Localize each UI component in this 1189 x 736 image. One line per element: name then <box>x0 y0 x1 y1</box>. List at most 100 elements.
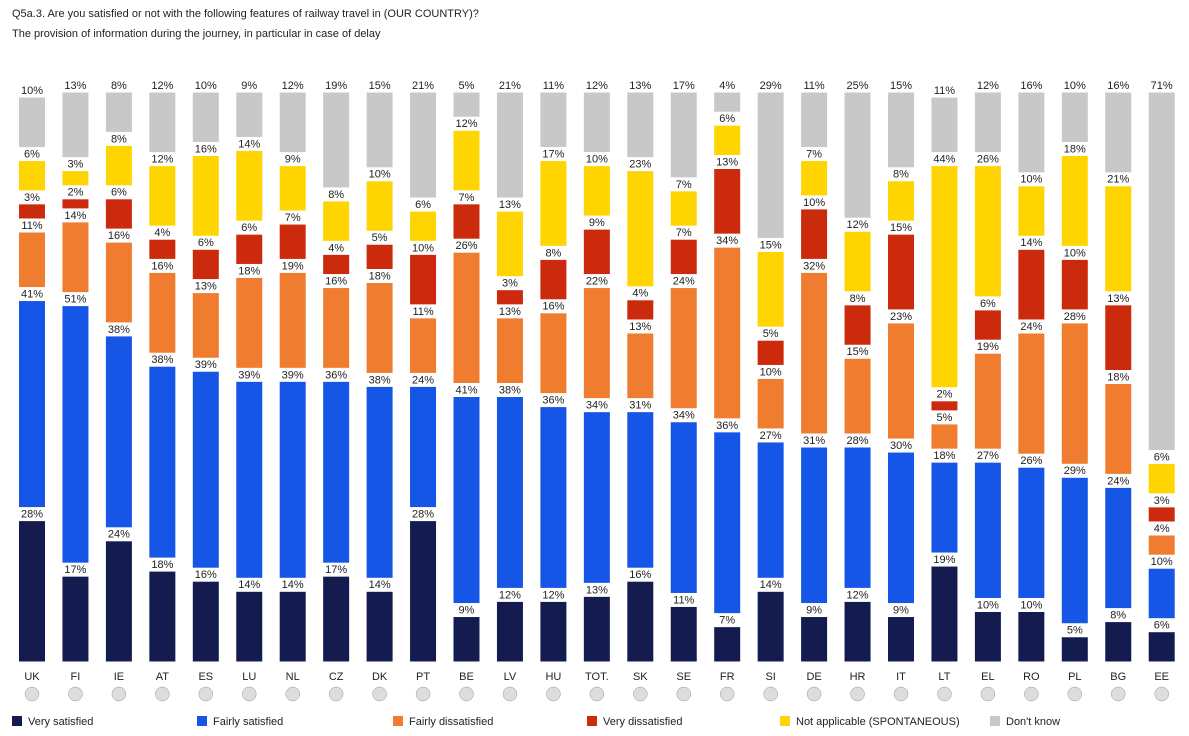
value-label: 21% <box>1107 174 1129 186</box>
bar-segment <box>365 180 394 232</box>
bar-segment <box>191 155 220 237</box>
bar-segment <box>1060 258 1089 311</box>
bar-segment <box>669 238 698 276</box>
bar-segment <box>1017 611 1046 663</box>
bar-segment <box>452 251 481 384</box>
flag <box>1154 686 1169 702</box>
bar-segment <box>756 441 785 579</box>
bar-segment <box>235 380 264 579</box>
value-label: 18% <box>1064 143 1086 155</box>
bar-segment <box>930 461 959 554</box>
value-label: 8% <box>1110 610 1126 622</box>
value-label: 10% <box>1020 174 1042 186</box>
value-label: 17% <box>325 564 347 576</box>
bar-segment <box>1147 534 1176 556</box>
bar-segment <box>409 91 438 199</box>
value-label: 4% <box>632 288 648 300</box>
bar-segment <box>930 400 959 412</box>
bar-segment <box>365 590 394 663</box>
value-label: 18% <box>151 559 173 571</box>
flag <box>806 686 822 702</box>
bar-segment <box>61 91 90 159</box>
legend-label: Very satisfied <box>28 716 93 728</box>
value-label: 9% <box>241 80 257 92</box>
bar-segment <box>322 380 351 564</box>
value-label: 13% <box>64 80 86 92</box>
flag <box>68 686 83 702</box>
bar-segment <box>1104 383 1133 475</box>
value-label: 7% <box>806 148 822 160</box>
x-tick-label: TOT. <box>585 671 609 683</box>
bar-segment <box>61 198 90 210</box>
x-tick-label: FR <box>720 671 735 683</box>
legend-swatch <box>12 716 22 726</box>
bar-segment <box>887 180 915 222</box>
bar-segment <box>1147 91 1176 452</box>
bar-segment <box>18 160 46 192</box>
value-label: 5% <box>763 328 779 340</box>
flag <box>502 686 518 702</box>
x-tick-label: BG <box>1110 671 1126 683</box>
value-label: 3% <box>1154 495 1170 507</box>
flag <box>676 686 691 702</box>
bar-segment <box>1017 185 1046 237</box>
bar-segment <box>1060 636 1089 663</box>
value-label: 11% <box>21 220 42 232</box>
bar-segment <box>973 352 1002 450</box>
value-label: 10% <box>369 169 391 181</box>
value-label: 18% <box>1107 371 1129 383</box>
bar-segment <box>1017 466 1046 600</box>
x-tick-label: PT <box>416 671 430 683</box>
value-label: 3% <box>502 278 518 290</box>
value-label: 10% <box>1151 556 1173 568</box>
value-label: 16% <box>195 143 217 155</box>
bar-segment <box>669 91 698 179</box>
bar-segment <box>18 231 46 289</box>
bar-segment <box>148 91 177 154</box>
flag <box>198 686 214 702</box>
value-label: 14% <box>760 579 782 591</box>
value-label: 13% <box>1107 293 1129 305</box>
bar-segment <box>800 446 829 605</box>
legend-label: Very dissatisfied <box>603 716 682 728</box>
value-label: 14% <box>1020 237 1042 249</box>
bar-segment <box>148 570 177 663</box>
bar-segment <box>756 377 785 430</box>
value-label: 10% <box>977 599 999 611</box>
value-label: 12% <box>542 589 564 601</box>
x-tick-label: SK <box>633 671 648 683</box>
x-tick-label: HR <box>850 671 866 683</box>
value-label: 38% <box>108 324 130 336</box>
flag <box>1024 686 1039 702</box>
value-label: 7% <box>676 227 692 239</box>
value-label: 12% <box>151 80 173 92</box>
value-label: 44% <box>933 154 955 166</box>
value-label: 13% <box>499 199 521 211</box>
x-tick-label: IT <box>896 671 906 683</box>
value-label: 13% <box>195 281 217 293</box>
flag <box>24 686 40 702</box>
value-label: 9% <box>589 217 605 229</box>
bar-segment <box>973 309 1002 341</box>
legend-swatch <box>197 716 207 726</box>
bar-segment <box>973 611 1002 663</box>
bar-segment <box>756 339 785 366</box>
bar-segment <box>887 322 915 440</box>
value-label: 2% <box>936 389 952 401</box>
flag <box>328 686 344 702</box>
bar-segment <box>973 461 1002 599</box>
x-tick-label: IE <box>114 671 124 683</box>
value-label: 11% <box>412 306 433 318</box>
bar-segment <box>191 580 220 663</box>
bar-segment <box>582 287 611 400</box>
bar-segment <box>1104 304 1133 372</box>
value-label: 15% <box>847 346 869 358</box>
bar-segment <box>104 540 133 663</box>
bar-segment <box>669 421 698 594</box>
bar-segment <box>843 230 872 293</box>
flag <box>155 686 170 702</box>
value-label: 12% <box>455 118 477 130</box>
value-label: 31% <box>803 435 825 447</box>
